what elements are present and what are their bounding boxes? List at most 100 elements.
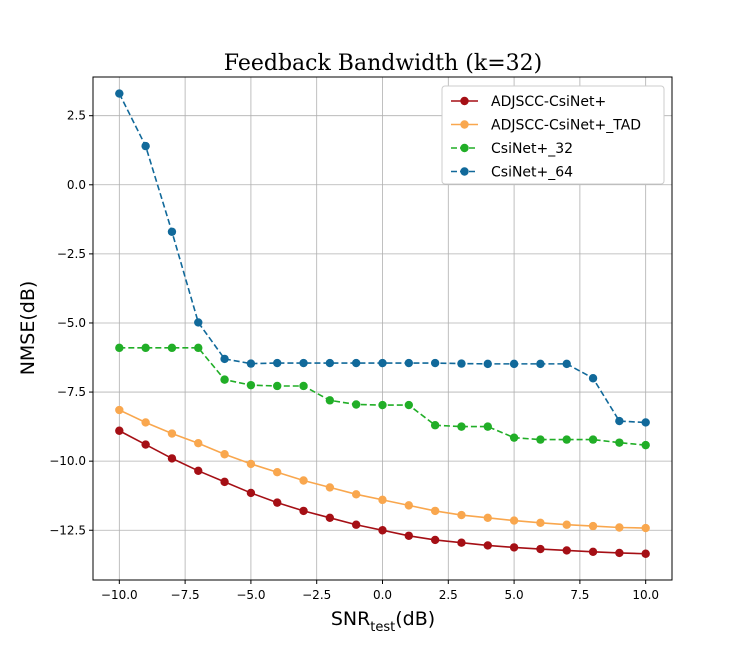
x-axis-label-main: SNR	[331, 608, 370, 630]
data-point	[220, 375, 229, 384]
data-point	[562, 520, 571, 529]
y-tick-label: 0.0	[67, 178, 86, 192]
data-point	[457, 359, 466, 368]
data-point	[562, 435, 571, 444]
data-point	[483, 541, 492, 550]
legend-item: ADJSCC-CsiNet+	[451, 94, 606, 110]
data-point	[220, 354, 229, 364]
data-point	[299, 358, 308, 368]
data-point	[536, 518, 545, 527]
data-point	[641, 440, 650, 450]
data-point	[615, 438, 624, 447]
data-point	[430, 358, 440, 368]
data-point	[430, 535, 440, 545]
data-point	[299, 506, 308, 516]
data-point	[141, 418, 150, 427]
legend-box	[441, 85, 665, 185]
data-point	[404, 358, 414, 368]
x-tick-label: −2.5	[302, 588, 331, 602]
data-point	[457, 422, 466, 431]
legend-items: ADJSCC-CsiNet+ ADJSCC-CsiNet+_TAD CsiNet+_…	[451, 94, 641, 181]
data-point	[641, 549, 650, 558]
x-tick-label: 5.0	[505, 588, 524, 602]
y-tick-label: −5.0	[57, 316, 86, 330]
x-tick-label: 7.5	[570, 588, 589, 602]
data-point	[325, 513, 335, 523]
y-tick-label: −12.5	[49, 523, 86, 537]
data-point	[509, 359, 519, 369]
data-point	[220, 450, 229, 459]
legend-swatch-marker	[460, 143, 469, 153]
data-point	[325, 396, 335, 405]
data-point	[509, 516, 519, 525]
data-point	[167, 429, 177, 438]
data-point	[194, 318, 203, 327]
data-point	[483, 513, 492, 523]
data-point	[536, 435, 545, 444]
legend-item: CsiNet+_32	[451, 141, 573, 157]
data-point	[351, 358, 361, 368]
data-point	[378, 495, 387, 505]
data-point	[299, 476, 308, 485]
data-point	[430, 506, 440, 516]
data-point	[325, 483, 335, 492]
legend-label: ADJSCC-CsiNet+_TAD	[491, 118, 641, 134]
data-point	[273, 381, 282, 391]
data-point	[273, 498, 282, 507]
data-point	[299, 381, 308, 391]
data-point	[588, 435, 598, 444]
data-point	[615, 523, 624, 532]
data-point	[141, 343, 150, 353]
data-point	[378, 358, 387, 368]
data-point	[141, 141, 150, 151]
x-axis-label: SNRtest(dB)	[331, 608, 435, 635]
data-point	[641, 418, 650, 427]
data-point	[115, 405, 124, 415]
data-point	[194, 466, 203, 476]
legend-label: CsiNet+_32	[491, 141, 573, 157]
x-tick-label: −7.5	[171, 588, 200, 602]
data-point	[167, 227, 177, 236]
series-adjscc-csinet-tad	[115, 405, 650, 533]
data-point	[457, 510, 466, 520]
y-axis-label: NMSE(dB)	[17, 281, 39, 376]
y-tick-label: 2.5	[67, 109, 86, 123]
data-point	[615, 416, 624, 426]
data-point	[562, 546, 571, 555]
data-point	[562, 359, 571, 369]
data-point	[430, 421, 440, 430]
data-point	[115, 343, 124, 353]
data-point	[378, 526, 387, 535]
data-point	[194, 438, 203, 448]
series-csinet-32	[115, 343, 650, 450]
data-point	[325, 358, 335, 368]
data-point	[246, 488, 256, 498]
legend-item: CsiNet+_64	[451, 165, 573, 181]
data-point	[115, 426, 124, 435]
data-point	[509, 433, 519, 442]
series-layer	[115, 89, 650, 558]
x-axis-label-subscript: test	[370, 620, 395, 635]
y-tick-label: −2.5	[57, 247, 86, 261]
data-point	[457, 538, 466, 547]
axis-ticks: −10.0 −7.5 −5.0 −2.5 0.0 2.5 5.0 7.5 10.0 2.5 0.0 −…	[49, 109, 659, 602]
data-point	[536, 359, 545, 369]
y-tick-label: −7.5	[57, 385, 86, 399]
data-point	[641, 523, 650, 533]
data-point	[404, 531, 414, 540]
data-point	[404, 501, 414, 510]
legend-item: ADJSCC-CsiNet+_TAD	[451, 118, 641, 134]
data-point	[509, 543, 519, 552]
data-point	[483, 422, 492, 431]
data-point	[167, 343, 177, 353]
data-point	[273, 468, 282, 477]
data-point	[273, 358, 282, 368]
chart-title: Feedback Bandwidth (k=32)	[224, 51, 542, 76]
legend-swatch-marker	[460, 120, 469, 129]
data-point	[483, 359, 492, 369]
x-tick-label: 2.5	[439, 588, 458, 602]
legend-swatch-marker	[460, 96, 469, 106]
data-point	[588, 521, 598, 531]
data-point	[588, 547, 598, 557]
data-point	[351, 400, 361, 409]
